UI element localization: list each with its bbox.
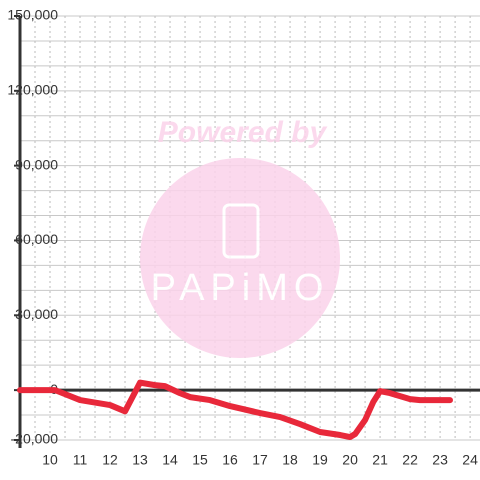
y-tick-label: 120,000 <box>7 82 58 98</box>
y-tick-label: -20,000 <box>11 431 59 447</box>
x-tick-label: 17 <box>252 452 268 468</box>
y-tick-label: 60,000 <box>15 231 58 247</box>
x-tick-label: 24 <box>462 452 478 468</box>
watermark-title: Powered by <box>158 116 328 149</box>
y-tick-label: 90,000 <box>15 156 58 172</box>
watermark-phone <box>222 203 260 259</box>
watermark-logo: PAPiMO <box>151 267 330 309</box>
plot: -20,000030,00060,00090,000120,000150,000… <box>7 7 480 468</box>
x-tick-label: 20 <box>342 452 358 468</box>
x-tick-label: 22 <box>402 452 418 468</box>
x-tick-label: 14 <box>162 452 178 468</box>
x-tick-label: 10 <box>42 452 58 468</box>
x-tick-label: 23 <box>432 452 448 468</box>
x-tick-label: 13 <box>132 452 148 468</box>
x-tick-label: 16 <box>222 452 238 468</box>
x-tick-label: 15 <box>192 452 208 468</box>
x-tick-label: 11 <box>73 452 88 468</box>
watermark: Powered by PAPiMO <box>140 116 340 358</box>
x-tick-label: 19 <box>312 452 328 468</box>
x-tick-label: 12 <box>102 452 118 468</box>
data-line <box>17 379 453 441</box>
y-tick-label: 30,000 <box>15 306 58 322</box>
y-tick-label: 150,000 <box>7 7 58 23</box>
x-tick-label: 21 <box>372 452 388 468</box>
x-tick-label: 18 <box>282 452 298 468</box>
